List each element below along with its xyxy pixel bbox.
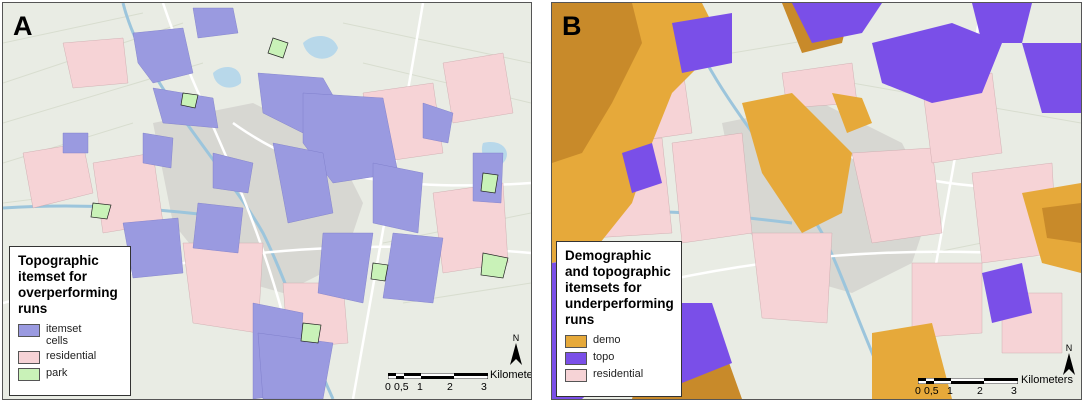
legend-label: residential <box>593 368 644 380</box>
legend-item-demo: demo <box>565 334 673 348</box>
scale-ticks: 0 0,5 1 2 3 <box>915 385 1080 399</box>
map-panel-b: B Demographic and topographic itemsets f… <box>551 2 1082 400</box>
legend-label: park <box>46 367 68 379</box>
scale-tick: 3 <box>1011 385 1017 397</box>
north-label: N <box>1065 343 1073 353</box>
map-canvas-b <box>552 3 1081 399</box>
legend-title-b: Demographic and topographic itemsets for… <box>565 248 674 327</box>
scale-bar-graphic <box>918 378 1018 384</box>
scale-tick: 1 <box>947 385 953 397</box>
legend-label: residential <box>46 350 97 362</box>
north-arrow-icon <box>1063 353 1075 375</box>
legend-swatch <box>565 352 587 365</box>
scale-unit: Kilometers <box>1021 374 1073 386</box>
legend-label: itemset cells <box>46 323 82 347</box>
legend-a: Topographic itemset for overperforming r… <box>9 246 131 396</box>
legend-b: Demographic and topographic itemsets for… <box>556 241 682 397</box>
legend-item-residential: residential <box>565 368 673 382</box>
legend-item-topo: topo <box>565 351 673 365</box>
panel-letter-b: B <box>562 11 582 41</box>
scale-bar-b: Kilometers 0 0,5 1 2 3 <box>915 374 1080 397</box>
scale-unit: Kilometers <box>490 369 531 381</box>
legend-swatch <box>18 368 40 381</box>
scale-bar-graphic <box>388 373 488 379</box>
legend-swatch <box>565 369 587 382</box>
legend-swatch <box>565 335 587 348</box>
legend-item-residential: residential <box>18 350 122 364</box>
scale-tick: 0 <box>385 381 391 393</box>
scale-ticks: 0 0,5 1 2 3 <box>385 381 530 395</box>
scale-tick: 0,5 <box>924 385 939 397</box>
legend-label: demo <box>593 334 621 346</box>
scale-tick: 2 <box>977 385 983 397</box>
scale-tick: 0 <box>915 385 921 397</box>
north-arrow-b: N <box>1060 343 1078 377</box>
scale-bar-a: Kilometers 0 0,5 1 2 3 <box>385 369 531 393</box>
panel-letter-a: A <box>13 11 33 41</box>
north-arrow-icon <box>510 343 522 365</box>
legend-label: topo <box>593 351 615 363</box>
north-label: N <box>512 333 520 343</box>
legend-swatch <box>18 324 40 337</box>
legend-item-park: park <box>18 367 122 381</box>
north-arrow-a: N <box>507 333 525 367</box>
map-panel-a: A Topographic itemset for overperforming… <box>2 2 532 400</box>
scale-tick: 3 <box>481 381 487 393</box>
scale-tick: 1 <box>417 381 423 393</box>
scale-tick: 2 <box>447 381 453 393</box>
scale-tick: 0,5 <box>394 381 409 393</box>
legend-title-a: Topographic itemset for overperforming r… <box>18 253 118 316</box>
legend-item-itemset-cells: itemset cells <box>18 323 122 347</box>
legend-swatch <box>18 351 40 364</box>
